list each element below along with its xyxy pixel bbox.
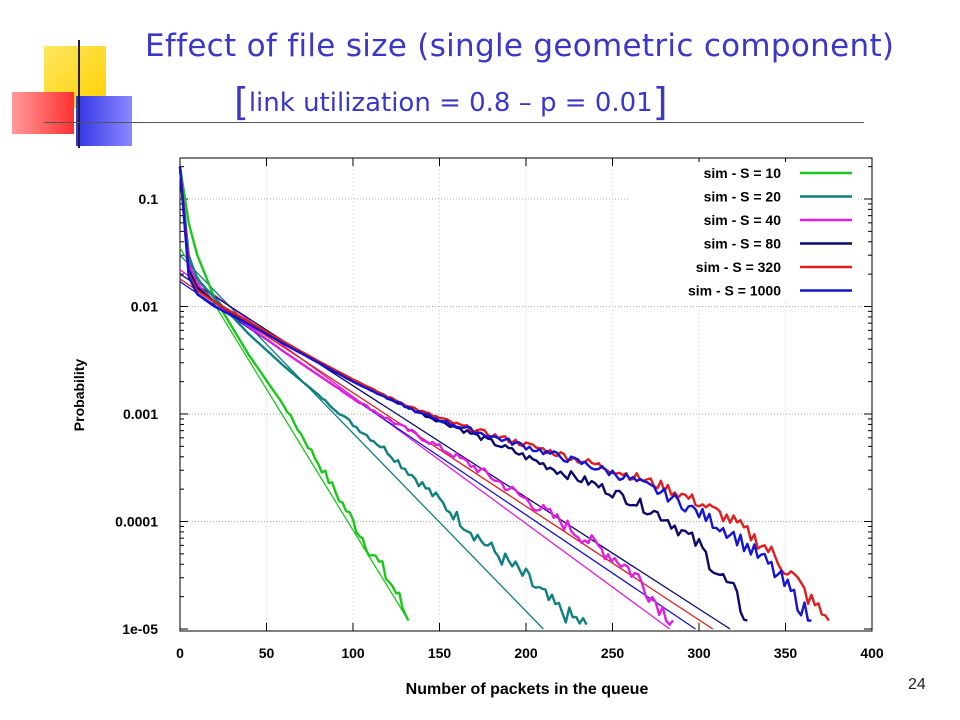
legend-label: sim - S = 1000 xyxy=(688,283,781,299)
x-tick-label: 50 xyxy=(259,645,275,661)
fitted-line xyxy=(179,247,409,621)
chart-grid xyxy=(180,158,872,631)
legend-label: sim - S = 20 xyxy=(704,189,782,205)
x-tick-label: 400 xyxy=(860,645,884,661)
x-tick-label: 0 xyxy=(176,645,184,661)
y-tick-label: 0.0001 xyxy=(115,514,158,530)
series-line xyxy=(178,166,830,622)
slide-title: Effect of file size (single geometric co… xyxy=(145,28,895,64)
fitted-lines xyxy=(179,247,731,630)
deco-red-square xyxy=(12,92,74,134)
x-tick-label: 350 xyxy=(774,645,798,661)
series-line xyxy=(178,166,812,622)
x-tick-label: 300 xyxy=(687,645,711,661)
x-tick-label: 250 xyxy=(601,645,625,661)
fitted-line xyxy=(179,254,544,630)
fitted-line xyxy=(179,273,731,630)
deco-vertical-line xyxy=(78,40,80,148)
x-tick-label: 200 xyxy=(514,645,538,661)
chart-ticks: 0.1 0.01 0.001 0.0001 1e-05 0 50 100 150 200 250 30… xyxy=(115,158,884,661)
y-axis-label: Probability xyxy=(71,359,87,432)
fitted-line xyxy=(179,278,714,630)
series-lines xyxy=(178,166,830,626)
y-tick-label: 0.01 xyxy=(131,299,158,315)
legend-label: sim - S = 320 xyxy=(696,259,781,275)
x-axis-label: Number of packets in the queue xyxy=(406,681,649,698)
subtitle-close-bracket: ] xyxy=(652,80,668,124)
subtitle-open-bracket: [ xyxy=(234,80,249,124)
series-line xyxy=(178,166,410,622)
slide-number: 24 xyxy=(908,676,926,693)
x-tick-label: 100 xyxy=(341,645,365,661)
legend-label: sim - S = 40 xyxy=(704,212,782,228)
legend-background xyxy=(628,162,858,300)
slide-subtitle: [link utilization = 0.8 – p = 0.01] xyxy=(234,80,668,124)
subtitle-text: link utilization = 0.8 – p = 0.01 xyxy=(248,88,653,118)
deco-horizontal-line xyxy=(44,122,864,123)
series-line xyxy=(178,166,674,626)
x-tick-label: 150 xyxy=(428,645,452,661)
y-tick-label: 0.001 xyxy=(123,406,158,422)
deco-blue-square xyxy=(76,96,132,146)
y-tick-label: 1e-05 xyxy=(122,621,158,637)
legend-label: sim - S = 10 xyxy=(704,165,782,181)
legend-label: sim - S = 80 xyxy=(704,236,782,252)
series-line xyxy=(178,166,588,626)
y-tick-label: 0.1 xyxy=(139,191,159,207)
chart-legend: sim - S = 10 sim - S = 20 sim - S = 40 sim … xyxy=(628,162,858,300)
